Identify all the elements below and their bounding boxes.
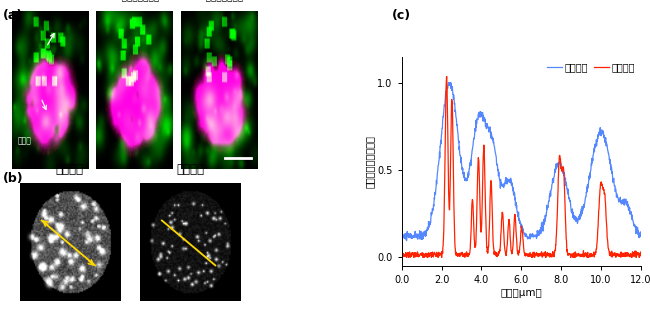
処理画像 <box>398 255 406 259</box>
Legend: 入力画像, 処理画像: 入力画像, 処理画像 <box>546 61 636 73</box>
入力画像 <box>495 170 503 174</box>
入力画像 <box>422 228 430 232</box>
Text: 50フレーム投影像: 50フレーム投影像 <box>194 0 244 2</box>
Text: 入力画像: 入力画像 <box>56 163 84 176</box>
入力画像 <box>585 180 593 183</box>
処理画像 <box>504 237 512 241</box>
処理画像 <box>589 253 597 257</box>
Line: 入力画像: 入力画像 <box>402 83 641 241</box>
Y-axis label: 規格化シグナル強度: 規格化シグナル強度 <box>365 135 374 188</box>
Text: (a): (a) <box>3 9 23 22</box>
処理画像 <box>422 254 430 257</box>
入力画像 <box>402 239 410 243</box>
処理画像 <box>495 251 503 255</box>
処理画像 <box>637 252 645 256</box>
入力画像 <box>562 182 570 186</box>
入力画像 <box>504 178 512 182</box>
入力画像 <box>589 153 597 157</box>
Text: 50フレーム投影像: 50フレーム投影像 <box>110 0 159 2</box>
Text: 中心体: 中心体 <box>18 136 32 145</box>
Text: (c): (c) <box>392 9 411 22</box>
処理画像 <box>585 254 593 258</box>
処理画像 <box>443 75 450 78</box>
Text: 処理画像: 処理画像 <box>176 163 204 176</box>
入力画像 <box>398 232 406 236</box>
処理画像 <box>562 238 570 242</box>
Text: (b): (b) <box>3 172 24 185</box>
処理画像 <box>398 252 406 255</box>
Line: 処理画像: 処理画像 <box>402 77 641 257</box>
入力画像 <box>445 81 452 85</box>
X-axis label: 距離（μm）: 距離（μm） <box>500 288 542 298</box>
入力画像 <box>637 232 645 236</box>
